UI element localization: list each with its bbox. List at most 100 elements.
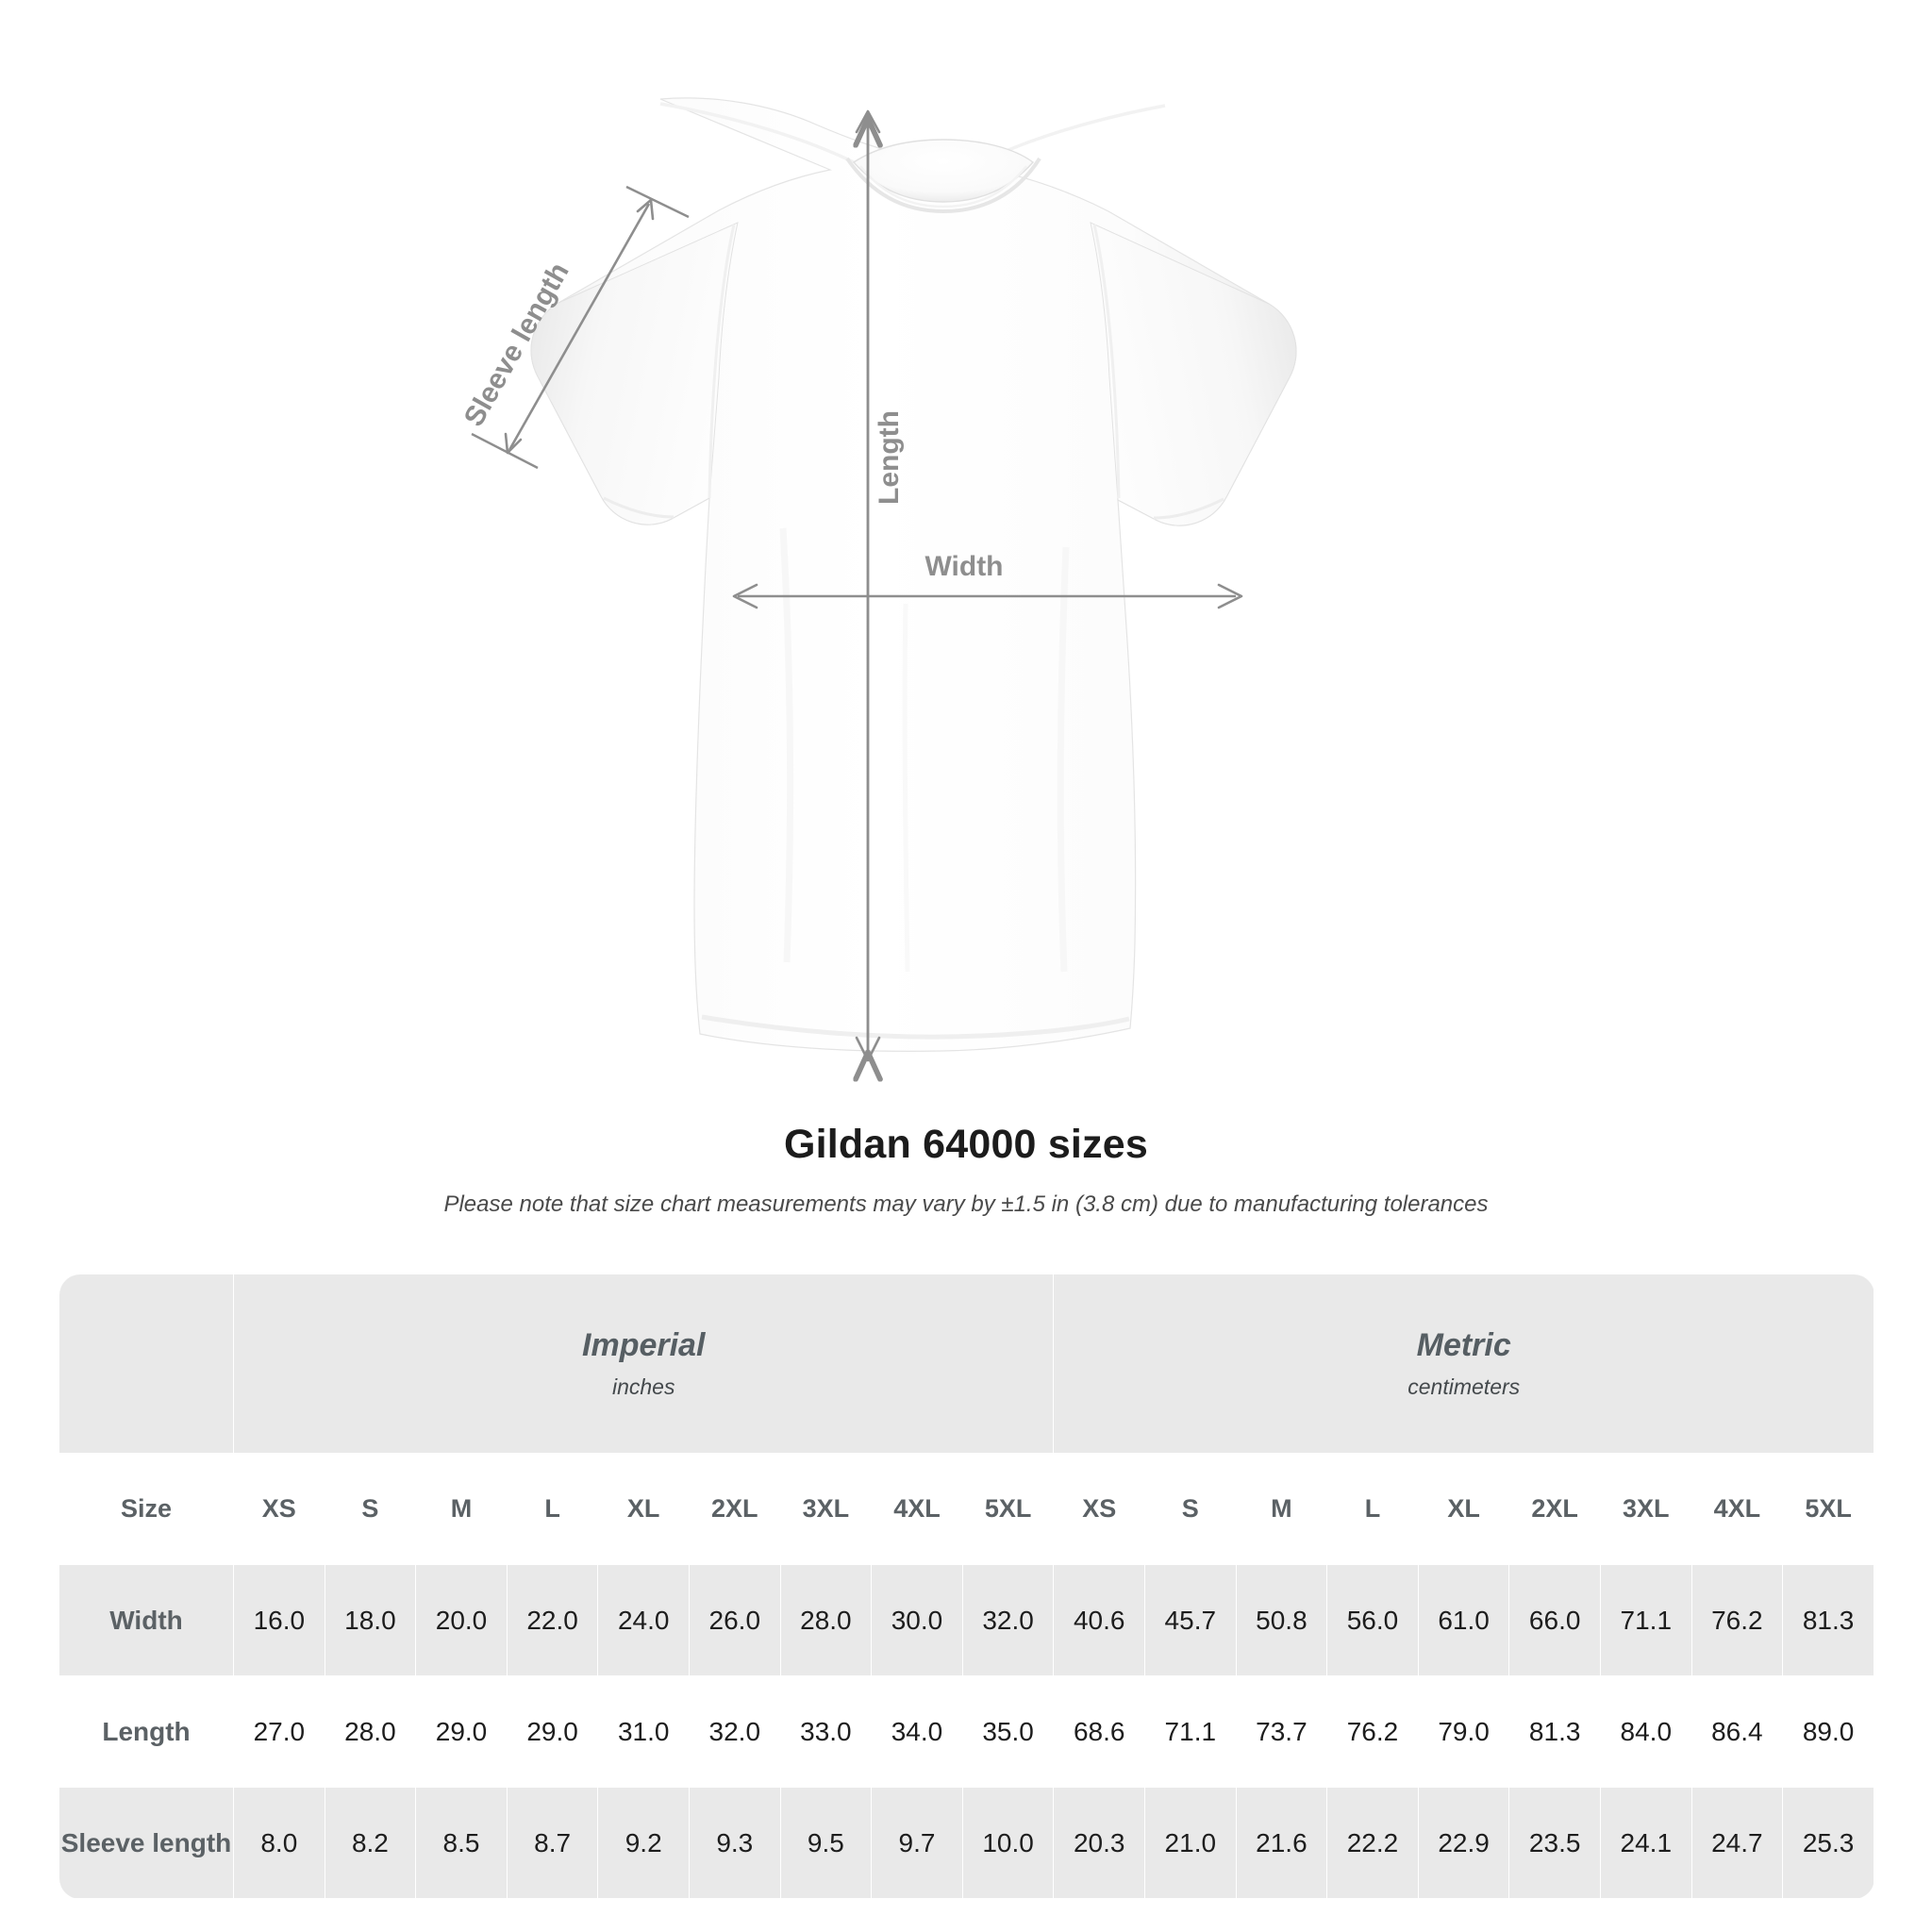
size-header-cell: XS bbox=[233, 1453, 325, 1565]
table-cell: 8.2 bbox=[324, 1787, 417, 1899]
row-header-sleeve-length: Sleeve length bbox=[58, 1787, 235, 1899]
table-cell: 29.0 bbox=[506, 1675, 599, 1788]
table-cell: 86.4 bbox=[1690, 1675, 1784, 1788]
table-cell: 9.3 bbox=[688, 1787, 781, 1899]
table-cell: 45.7 bbox=[1144, 1564, 1237, 1676]
table-cell: 32.0 bbox=[688, 1675, 781, 1788]
table-cell: 28.0 bbox=[779, 1564, 873, 1676]
size-header-cell: M bbox=[1235, 1453, 1328, 1565]
table-cell: 22.2 bbox=[1326, 1787, 1419, 1899]
tshirt-diagram: Sleeve length Length Width bbox=[458, 97, 1297, 1113]
sleeve-guide-shaft bbox=[508, 203, 651, 451]
table-cell: 32.0 bbox=[961, 1564, 1055, 1676]
table-cell: 84.0 bbox=[1599, 1675, 1692, 1788]
table-cell: 24.7 bbox=[1690, 1787, 1784, 1899]
size-header-cell: 4XL bbox=[1690, 1453, 1784, 1565]
size-header-cell: L bbox=[1326, 1453, 1419, 1565]
table-cell: 76.2 bbox=[1326, 1675, 1419, 1788]
table-cell: 21.0 bbox=[1144, 1787, 1237, 1899]
size-header-cell: 3XL bbox=[779, 1453, 873, 1565]
table-cell: 20.3 bbox=[1053, 1787, 1145, 1899]
table-cell: 8.0 bbox=[233, 1787, 325, 1899]
table-cell: 22.9 bbox=[1417, 1787, 1510, 1899]
table-cell: 71.1 bbox=[1144, 1675, 1237, 1788]
table-cell: 56.0 bbox=[1326, 1564, 1419, 1676]
table-corner-cell bbox=[58, 1274, 235, 1454]
table-cell: 8.7 bbox=[506, 1787, 599, 1899]
table-cell: 28.0 bbox=[324, 1675, 417, 1788]
size-header-cell: 2XL bbox=[688, 1453, 781, 1565]
table-size-header-row: Size XS S M L XL 2XL 3XL 4XL 5XL XS S M L XL 2XL 3XL 4XL 5… bbox=[58, 1453, 1874, 1565]
size-table-container: Imperial inches Metric centimeters Size XS S M L… bbox=[58, 1274, 1874, 1899]
table-cell: 33.0 bbox=[779, 1675, 873, 1788]
table-cell: 50.8 bbox=[1235, 1564, 1328, 1676]
size-header-cell: XL bbox=[1417, 1453, 1510, 1565]
row-header-size: Size bbox=[58, 1453, 235, 1565]
table-cell: 89.0 bbox=[1782, 1675, 1874, 1788]
table-cell: 76.2 bbox=[1690, 1564, 1784, 1676]
table-cell: 9.2 bbox=[597, 1787, 690, 1899]
size-header-cell: XS bbox=[1053, 1453, 1145, 1565]
table-cell: 31.0 bbox=[597, 1675, 690, 1788]
table-row: Sleeve length 8.0 8.2 8.5 8.7 9.2 9.3 9.5 9.7 10.… bbox=[58, 1787, 1874, 1899]
table-cell: 30.0 bbox=[871, 1564, 963, 1676]
table-cell: 8.5 bbox=[415, 1787, 508, 1899]
group-header-metric: Metric centimeters bbox=[1053, 1274, 1874, 1454]
length-arrow-top bbox=[855, 109, 881, 134]
table-cell: 35.0 bbox=[961, 1675, 1055, 1788]
sleeve-tick-top bbox=[625, 185, 690, 219]
table-cell: 24.1 bbox=[1599, 1787, 1692, 1899]
table-cell: 20.0 bbox=[415, 1564, 508, 1676]
table-cell: 21.6 bbox=[1235, 1787, 1328, 1899]
table-cell: 66.0 bbox=[1508, 1564, 1601, 1676]
table-cell: 71.1 bbox=[1599, 1564, 1692, 1676]
width-arrow-right bbox=[1217, 583, 1243, 609]
table-row: Width 16.0 18.0 20.0 22.0 24.0 26.0 28.0 30.0 32.… bbox=[58, 1564, 1874, 1676]
table-cell: 26.0 bbox=[688, 1564, 781, 1676]
table-cell: 61.0 bbox=[1417, 1564, 1510, 1676]
table-cell: 24.0 bbox=[597, 1564, 690, 1676]
size-header-cell: 3XL bbox=[1599, 1453, 1692, 1565]
table-cell: 40.6 bbox=[1053, 1564, 1145, 1676]
table-cell: 29.0 bbox=[415, 1675, 508, 1788]
table-cell: 23.5 bbox=[1508, 1787, 1601, 1899]
table-cell: 81.3 bbox=[1782, 1564, 1874, 1676]
page-subtitle: Please note that size chart measurements… bbox=[443, 1191, 1489, 1218]
table-cell: 22.0 bbox=[506, 1564, 599, 1676]
size-header-cell: 4XL bbox=[871, 1453, 963, 1565]
table-cell: 10.0 bbox=[961, 1787, 1055, 1899]
table-group-header-row: Imperial inches Metric centimeters bbox=[58, 1274, 1874, 1454]
length-arrow-bottom bbox=[855, 1036, 881, 1062]
size-header-cell: M bbox=[415, 1453, 508, 1565]
label-width: Width bbox=[924, 551, 1003, 582]
label-length: Length bbox=[874, 410, 905, 505]
table-cell: 9.5 bbox=[779, 1787, 873, 1899]
table-cell: 25.3 bbox=[1782, 1787, 1874, 1899]
tshirt-illustration: Sleeve length Length Width bbox=[458, 97, 1297, 1113]
table-cell: 16.0 bbox=[233, 1564, 325, 1676]
size-table: Imperial inches Metric centimeters Size XS S M L… bbox=[58, 1274, 1874, 1899]
table-row: Length 27.0 28.0 29.0 29.0 31.0 32.0 33.0 34.0 35… bbox=[58, 1675, 1874, 1788]
group-title: Metric bbox=[1416, 1327, 1511, 1364]
group-title: Imperial bbox=[582, 1327, 706, 1364]
size-header-cell: 2XL bbox=[1508, 1453, 1601, 1565]
table-cell: 27.0 bbox=[233, 1675, 325, 1788]
sleeve-tick-bottom bbox=[471, 432, 539, 470]
heading-block: Gildan 64000 sizes Please note that size… bbox=[0, 1122, 1932, 1219]
size-header-cell: S bbox=[1144, 1453, 1237, 1565]
size-header-cell: 5XL bbox=[1782, 1453, 1874, 1565]
table-cell: 81.3 bbox=[1508, 1675, 1601, 1788]
table-cell: 9.7 bbox=[871, 1787, 963, 1899]
table-cell: 18.0 bbox=[324, 1564, 417, 1676]
size-header-cell: XL bbox=[597, 1453, 690, 1565]
group-header-imperial: Imperial inches bbox=[233, 1274, 1055, 1454]
size-header-cell: S bbox=[324, 1453, 417, 1565]
group-subtitle: inches bbox=[611, 1374, 675, 1400]
width-arrow-left bbox=[732, 583, 758, 609]
page-title: Gildan 64000 sizes bbox=[783, 1122, 1149, 1167]
row-header-length: Length bbox=[58, 1675, 235, 1788]
table-cell: 73.7 bbox=[1235, 1675, 1328, 1788]
table-cell: 34.0 bbox=[871, 1675, 963, 1788]
group-subtitle: centimeters bbox=[1407, 1374, 1521, 1400]
